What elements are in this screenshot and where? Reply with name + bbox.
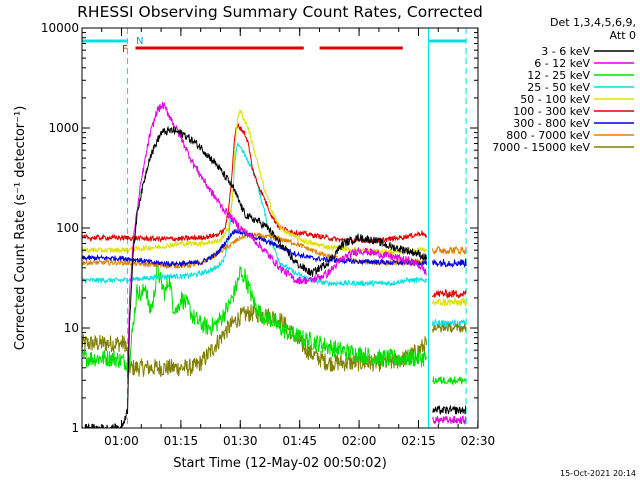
series-line [82, 142, 427, 288]
night-flare-bars [82, 39, 467, 50]
x-tick-label: 02:30 [461, 434, 496, 448]
y-tick-label: 10000 [41, 21, 79, 35]
series-line [127, 101, 427, 378]
post-gap-line [432, 297, 467, 308]
legend-label: 12 - 25 keV [527, 69, 590, 82]
legend-label: 100 - 300 keV [513, 105, 590, 118]
series-lines [82, 101, 467, 428]
legend-header-line-2: Att 0 [610, 29, 636, 42]
post-gap-line [432, 258, 467, 269]
x-axis-label: Start Time (12-May-02 00:50:02) [173, 456, 387, 471]
series-line [82, 261, 427, 373]
axes: 1 10 100 1000 10000 01:00 01:15 01:30 01:45 02:00… [41, 21, 495, 448]
chart-title: RHESSI Observing Summary Count Rates, Co… [77, 3, 483, 21]
x-tick-label: 01:00 [104, 434, 139, 448]
x-tick-label: 01:15 [164, 434, 199, 448]
legend-label: 25 - 50 keV [527, 81, 590, 94]
legend-label: 6 - 12 keV [534, 57, 590, 70]
legend-label: 7000 - 15000 keV [492, 141, 590, 154]
x-tick-label: 01:30 [223, 434, 258, 448]
y-tick-label: 1 [71, 421, 79, 435]
series-line [82, 125, 427, 428]
flag-n-marker: N [136, 36, 143, 47]
x-tick-label: 02:00 [342, 434, 377, 448]
legend-label: 300 - 800 keV [513, 117, 590, 130]
series-line [82, 304, 427, 377]
y-tick-label: 1000 [48, 121, 79, 135]
series-line [82, 108, 427, 256]
y-axis-label: Corrected Count Rate (s⁻¹ detector⁻¹) [13, 106, 28, 351]
x-tick-label: 02:15 [401, 434, 436, 448]
legend-label: 50 - 100 keV [520, 93, 590, 106]
timestamp-footer: 15-Oct-2021 20:14 [560, 469, 636, 478]
y-tick-label: 100 [56, 221, 79, 235]
post-gap-line [432, 289, 467, 299]
legend-label: 3 - 6 keV [541, 45, 590, 58]
post-gap-line [432, 404, 467, 415]
post-gap-line [432, 244, 467, 256]
post-gap-line [432, 323, 467, 334]
series-line [82, 122, 427, 245]
x-tick-label: 01:45 [282, 434, 317, 448]
post-gap-line [432, 376, 467, 386]
flag-f-marker: F [122, 44, 128, 55]
y-tick-label: 10 [64, 321, 79, 335]
legend-header-line-1: Det 1,3,4,5,6,9, [550, 16, 636, 29]
legend-label: 800 - 7000 keV [506, 129, 590, 142]
post-gap-line [432, 415, 467, 426]
